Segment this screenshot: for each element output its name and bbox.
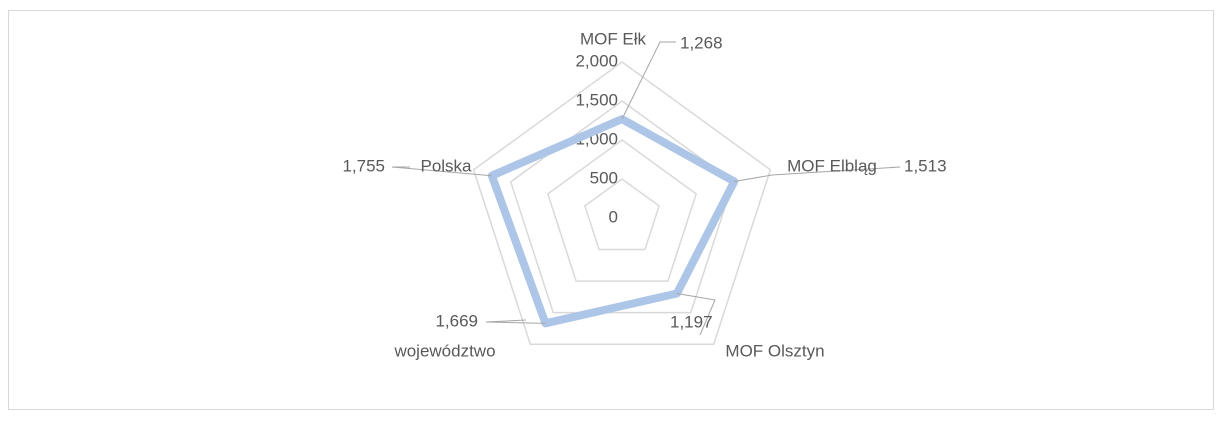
grid-ring [546,139,698,282]
series-line [487,115,739,328]
chart-frame [8,10,1214,410]
leader-line [734,166,901,183]
category-label: województwo [393,341,495,360]
leader-line [621,41,676,120]
axis-tick-label: 1,500 [575,90,618,109]
axis-tick-label: 2,000 [575,51,618,70]
axis-tick-label: 0 [609,207,618,226]
grid-ring [584,178,660,251]
leader-line [391,166,492,177]
category-label: MOF Ełk [580,29,647,48]
leader-line [676,293,716,336]
data-label: 1,268 [680,33,723,52]
leader-line [485,319,546,324]
data-label: 1,669 [435,311,478,330]
category-label: MOF Olsztyn [725,341,824,360]
category-label: Polska [420,156,472,175]
axis-tick-label: 500 [590,168,618,187]
category-label: MOF Elbląg [787,156,877,175]
grid-ring [472,61,772,345]
data-label: 1,197 [670,312,713,331]
data-label: 1,755 [342,156,385,175]
data-label: 1,513 [904,156,947,175]
